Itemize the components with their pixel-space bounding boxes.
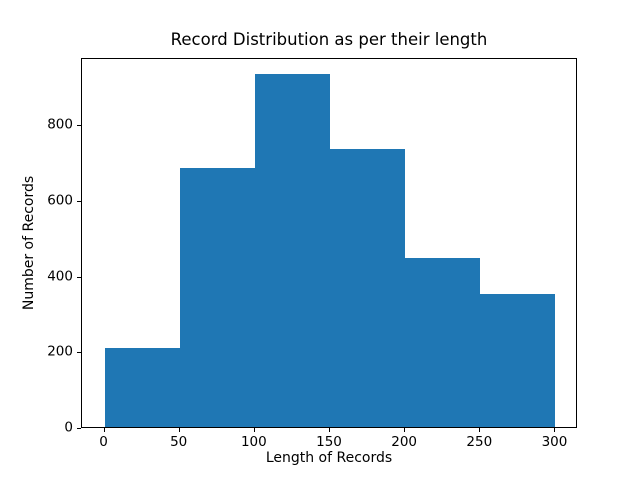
histogram-bar (330, 149, 406, 427)
y-tick-mark (77, 201, 81, 202)
histogram-bar (480, 293, 556, 427)
x-tick-mark (329, 428, 330, 432)
chart-title: Record Distribution as per their length (170, 30, 488, 49)
x-tick-label: 50 (170, 434, 188, 450)
x-tick-mark (178, 428, 180, 432)
x-tick-label: 250 (466, 434, 493, 450)
x-tick-label: 150 (316, 434, 342, 450)
histogram-bars (82, 59, 576, 427)
histogram-bar (254, 74, 330, 427)
x-tick-label: 300 (541, 434, 568, 450)
x-tick-mark (103, 428, 105, 432)
y-tick-label: 0 (64, 419, 73, 436)
y-tick-label: 600 (47, 192, 73, 209)
y-tick-mark (77, 352, 81, 354)
x-tick-label: 200 (391, 434, 418, 450)
y-tick-label: 800 (47, 116, 73, 133)
x-tick-mark (554, 428, 556, 432)
x-tick-mark (479, 428, 481, 432)
x-axis-label: Length of Records (265, 450, 393, 466)
x-tick-label: 100 (240, 434, 267, 450)
x-tick-label: 0 (99, 434, 108, 450)
plot-area (81, 58, 577, 428)
histogram-bar (179, 167, 255, 427)
y-axis-label: Number of Records (21, 175, 37, 311)
y-tick-label: 400 (47, 268, 73, 285)
y-tick-label: 200 (47, 343, 73, 360)
y-tick-mark (77, 125, 81, 127)
y-tick-mark (77, 276, 81, 278)
histogram-bar (405, 258, 481, 427)
y-tick-mark (77, 428, 81, 429)
x-tick-mark (253, 428, 255, 432)
histogram-bar (104, 348, 180, 427)
x-tick-mark (404, 428, 406, 432)
